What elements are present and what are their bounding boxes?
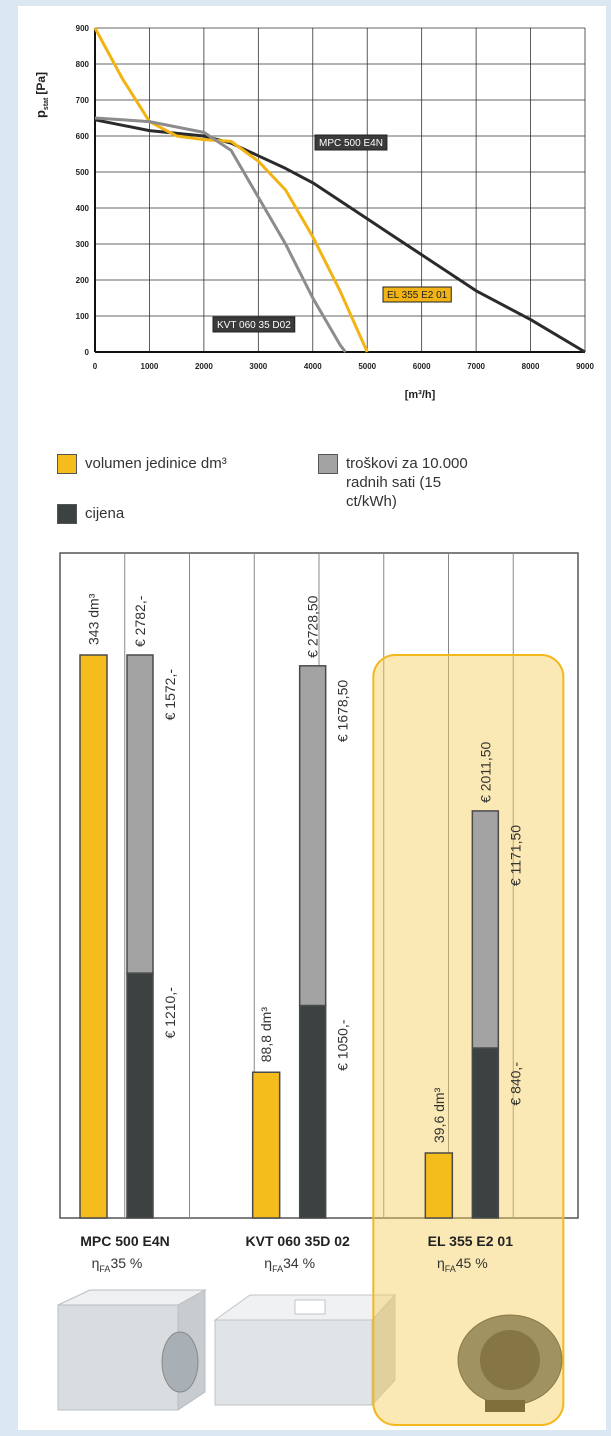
category-label: MPC 500 E4N bbox=[80, 1233, 169, 1249]
bar bbox=[298, 1004, 327, 1219]
product-mpc-spigot bbox=[161, 1331, 199, 1393]
y-tick-label: 200 bbox=[76, 276, 90, 285]
x-tick-label: 4000 bbox=[304, 362, 322, 371]
product-images bbox=[57, 1289, 563, 1412]
x-tick-label: 3000 bbox=[249, 362, 267, 371]
value-label: € 1050,- bbox=[335, 1019, 351, 1071]
series-tag-box bbox=[382, 286, 452, 303]
y-tick-label: 600 bbox=[76, 132, 90, 141]
y-tick-label: 0 bbox=[85, 348, 90, 357]
series-tag-box bbox=[314, 134, 388, 151]
efficiency-subscript: FA bbox=[272, 1264, 283, 1274]
x-axis-label: [m³/h] bbox=[405, 389, 436, 401]
series-tag-box bbox=[212, 316, 296, 333]
product-mpc bbox=[57, 1304, 179, 1411]
x-tick-label: 2000 bbox=[195, 362, 213, 371]
y-tick-label: 400 bbox=[76, 204, 90, 213]
legend-swatch bbox=[57, 454, 77, 474]
efficiency-symbol: η bbox=[264, 1255, 272, 1271]
highlight bbox=[372, 654, 565, 1426]
legend-item: troškovi za 10.000 radnih sati (15 ct/kW… bbox=[318, 454, 488, 511]
bar bbox=[298, 665, 327, 1007]
bar bbox=[471, 810, 500, 1049]
efficiency-value: 45 % bbox=[456, 1255, 488, 1271]
x-tick-label: 1000 bbox=[141, 362, 159, 371]
category-label: EL 355 E2 01 bbox=[428, 1233, 514, 1249]
value-label: € 1572,- bbox=[162, 669, 178, 721]
value-label: € 1678,50 bbox=[335, 680, 351, 742]
bar bbox=[79, 654, 108, 1219]
y-tick-label: 800 bbox=[76, 60, 90, 69]
y-tick-label: 300 bbox=[76, 240, 90, 249]
value-label: € 840,- bbox=[507, 1062, 523, 1106]
efficiency-subscript: FA bbox=[445, 1264, 456, 1274]
x-tick-label: 7000 bbox=[467, 362, 485, 371]
efficiency-symbol: η bbox=[437, 1255, 445, 1271]
product-el-inner bbox=[480, 1330, 540, 1390]
y-tick-label: 900 bbox=[76, 24, 90, 33]
line-series bbox=[94, 116, 347, 353]
total-label: € 2728,50 bbox=[305, 595, 321, 657]
x-tick-label: 8000 bbox=[522, 362, 540, 371]
y-tick-label: 700 bbox=[76, 96, 90, 105]
product-kvt-box bbox=[294, 1299, 326, 1315]
y-tick-label: 500 bbox=[76, 168, 90, 177]
bar bbox=[126, 972, 154, 1219]
total-label: € 2011,50 bbox=[477, 741, 493, 802]
legend-label: cijena bbox=[85, 505, 125, 522]
bar bbox=[251, 1071, 281, 1219]
legend-label: troškovi za 10.000 radnih sati (15 ct/kW… bbox=[346, 455, 468, 510]
series-tag: KVT 060 35 D02 bbox=[217, 320, 291, 331]
product-kvt bbox=[214, 1319, 373, 1406]
legend-item: cijena bbox=[57, 504, 124, 524]
bar bbox=[424, 1152, 454, 1219]
efficiency-subscript: FA bbox=[99, 1264, 110, 1274]
y-tick-label: 100 bbox=[76, 312, 90, 321]
value-label: 39,6 dm³ bbox=[431, 1087, 447, 1143]
bar bbox=[126, 654, 154, 974]
y-axis-label-main: p bbox=[33, 110, 48, 118]
value-label: € 1210,- bbox=[162, 987, 178, 1039]
efficiency-label: ηFA35 % bbox=[92, 1255, 143, 1274]
line-series bbox=[94, 118, 586, 354]
legend-item: volumen jedinice dm³ bbox=[57, 454, 227, 474]
y-axis-label-sub: stat bbox=[43, 97, 50, 110]
legend-label: volumen jedinice dm³ bbox=[85, 455, 227, 472]
x-tick-label: 6000 bbox=[413, 362, 431, 371]
series-tag: EL 355 E2 01 bbox=[387, 290, 448, 301]
value-label: 88,8 dm³ bbox=[258, 1007, 274, 1063]
efficiency-value: 35 % bbox=[110, 1255, 142, 1271]
efficiency-symbol: η bbox=[92, 1255, 100, 1271]
legend-swatch bbox=[57, 504, 77, 524]
efficiency-label: ηFA34 % bbox=[264, 1255, 315, 1274]
x-tick-label: 0 bbox=[93, 362, 98, 371]
x-tick-label: 9000 bbox=[576, 362, 594, 371]
series-tag: MPC 500 E4N bbox=[319, 138, 383, 149]
category-label: KVT 060 35D 02 bbox=[246, 1233, 350, 1249]
bar bbox=[471, 1047, 500, 1219]
value-label: € 1171,50 bbox=[507, 825, 523, 886]
product-el-foot bbox=[485, 1400, 525, 1412]
total-label: € 2782,- bbox=[132, 595, 148, 647]
efficiency-label: ηFA45 % bbox=[437, 1255, 488, 1274]
line-series bbox=[93, 27, 369, 353]
efficiency-value: 34 % bbox=[283, 1255, 315, 1271]
legend-swatch bbox=[318, 454, 338, 474]
x-tick-label: 5000 bbox=[358, 362, 376, 371]
value-label: 343 dm³ bbox=[86, 593, 102, 645]
y-axis-label: pstat [Pa] bbox=[33, 72, 50, 118]
product-kvt-side bbox=[371, 1293, 396, 1407]
y-axis-label-unit: [Pa] bbox=[34, 72, 48, 95]
